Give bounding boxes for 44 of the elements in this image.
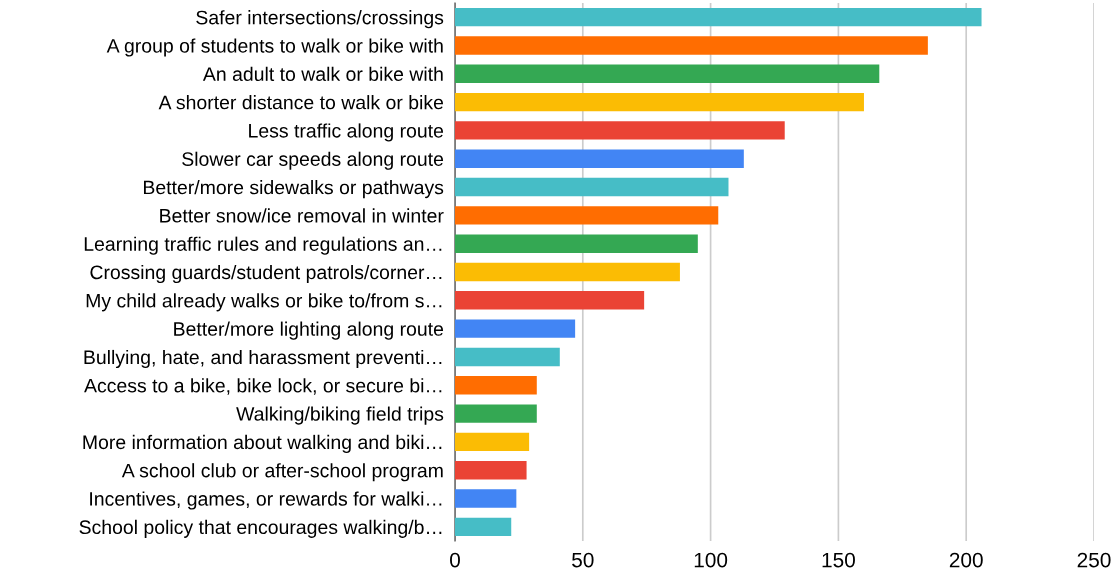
bar bbox=[455, 7, 982, 27]
bar bbox=[455, 461, 527, 480]
x-tick-label: 200 bbox=[949, 552, 983, 568]
y-tick-label: Safer intersections/crossings bbox=[196, 10, 444, 29]
y-tick-label: Bullying, hate, and harassment preventi… bbox=[84, 349, 442, 369]
x-tick-label: 100 bbox=[694, 552, 728, 568]
bar bbox=[455, 517, 512, 537]
y-tick-label: Slower car speeds along route bbox=[182, 151, 444, 170]
x-tick-label: 150 bbox=[822, 552, 855, 568]
x-tick-label: 50 bbox=[572, 552, 594, 568]
bar bbox=[455, 291, 645, 310]
bar bbox=[455, 234, 698, 253]
y-tick-label: Learning traffic rules and regulations an… bbox=[84, 236, 442, 255]
y-tick-label: An adult to walk or bike with bbox=[202, 66, 443, 82]
bar bbox=[455, 262, 680, 282]
y-tick-label: Walking/biking field trips bbox=[236, 406, 444, 425]
bar bbox=[455, 92, 864, 112]
bar bbox=[455, 376, 537, 395]
y-tick-label: Better snow/ice removal in winter bbox=[160, 208, 444, 223]
x-tick-label: 250 bbox=[1077, 552, 1111, 568]
y-tick-label: A school club or after-school program bbox=[121, 463, 443, 482]
y-tick-label: Better/more lighting along route bbox=[174, 321, 444, 340]
y-tick-label: Less traffic along route bbox=[249, 123, 444, 142]
y-tick-label: Better/more sidewalks or pathways bbox=[143, 180, 444, 199]
bar bbox=[455, 404, 537, 423]
bar bbox=[455, 121, 785, 140]
bar bbox=[455, 432, 530, 452]
bar bbox=[455, 177, 729, 197]
y-tick-label: More information about walking and biki… bbox=[83, 434, 442, 453]
bar bbox=[455, 319, 576, 338]
bar bbox=[455, 347, 560, 367]
bar bbox=[455, 64, 880, 83]
y-tick-label: Incentives, games, or rewards for walki… bbox=[90, 491, 442, 510]
x-tick-label: 0 bbox=[450, 552, 460, 568]
bar bbox=[455, 36, 928, 55]
bar bbox=[455, 206, 719, 225]
y-tick-label: A group of students to walk or bike with bbox=[106, 38, 443, 57]
y-tick-label: A shorter distance to walk or bike bbox=[158, 95, 444, 110]
bar bbox=[455, 149, 744, 168]
y-tick-label: Access to a bike, bike lock, or secure bi… bbox=[84, 378, 442, 395]
y-tick-label: Crossing guards/student patrols/corner… bbox=[90, 264, 442, 284]
bar bbox=[455, 489, 517, 508]
y-tick-label: My child already walks or bike to/from s… bbox=[86, 293, 442, 312]
y-tick-label: School policy that encourages walking/b… bbox=[79, 519, 442, 538]
